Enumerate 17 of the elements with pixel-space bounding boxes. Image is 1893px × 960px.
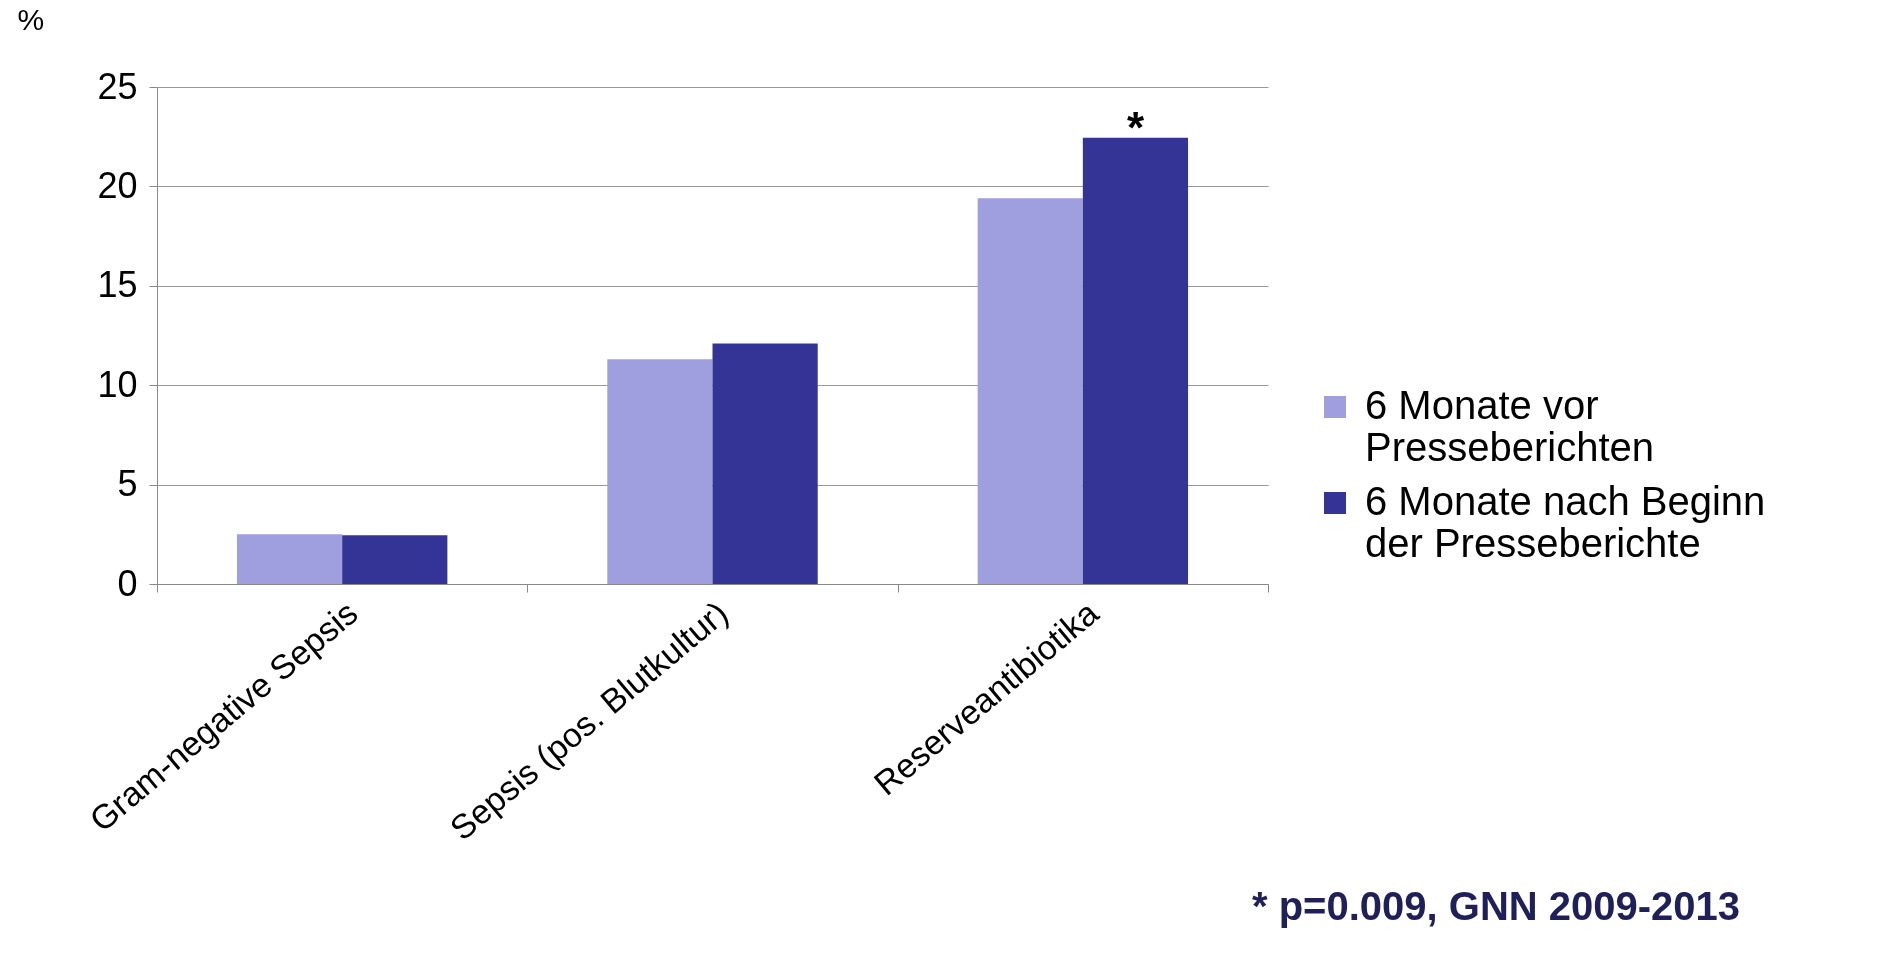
bar	[977, 198, 1083, 584]
y-tick-label: 15	[97, 264, 138, 306]
bar	[236, 534, 343, 584]
legend-label: 6 Monate nach Beginn der Presseberichte	[1365, 479, 1766, 565]
legend-label: 6 Monate vor Presseberichten	[1365, 383, 1655, 469]
bar	[607, 359, 713, 584]
y-tick-label: 5	[117, 463, 138, 505]
bar	[342, 535, 448, 584]
annotation: *	[1126, 102, 1145, 152]
y-tick-label: 25	[97, 65, 138, 107]
y-tick-label: 10	[97, 363, 138, 405]
y-axis-title: %	[17, 2, 45, 36]
y-tick-label: 0	[117, 562, 138, 604]
bar	[1082, 137, 1189, 584]
bar	[712, 343, 818, 584]
y-tick-label: 20	[97, 164, 138, 206]
text: * p=0.009, GNN 2009-2013	[1252, 884, 1741, 928]
